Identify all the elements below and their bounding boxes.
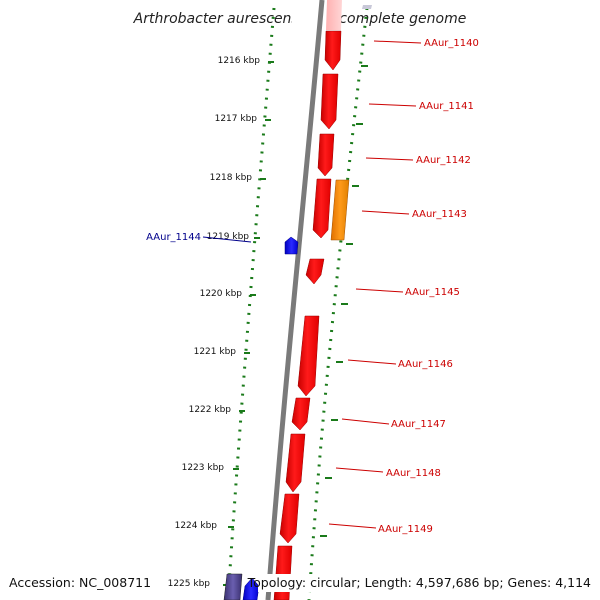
gene-aaur-1143-orange[interactable] xyxy=(330,179,350,241)
kbp-labels: 1216 kbp 1217 kbp 1218 kbp 1219 kbp 1220… xyxy=(168,56,261,589)
gene-aaur-1142[interactable] xyxy=(317,133,335,177)
gene-partial-grey-top[interactable] xyxy=(362,5,372,9)
gene-label-aaur-1146[interactable]: AAur_1146 xyxy=(398,359,453,370)
gene-partial-dark-bottom[interactable] xyxy=(223,573,243,600)
footer-accession-bg xyxy=(6,574,148,592)
gene-label-aaur-1143[interactable]: AAur_1143 xyxy=(412,209,467,220)
forward-strand-genes xyxy=(273,0,342,600)
gene-label-aaur-1148[interactable]: AAur_1148 xyxy=(386,468,441,479)
gene-label-aaur-1140[interactable]: AAur_1140 xyxy=(424,38,479,49)
gene-label-aaur-1141[interactable]: AAur_1141 xyxy=(419,101,474,112)
gene-labels: AAur_1140 AAur_1141 AAur_1142 AAur_1143 … xyxy=(146,38,479,535)
gene-partial-pink[interactable] xyxy=(326,0,342,30)
gene-partial-blue-bottom[interactable] xyxy=(242,577,260,600)
gene-aaur-1144[interactable] xyxy=(284,236,299,255)
gene-aaur-1143[interactable] xyxy=(312,178,332,239)
kbp-label: 1223 kbp xyxy=(182,463,225,473)
gene-aaur-1145[interactable] xyxy=(305,258,325,285)
inner-tick-ring xyxy=(226,7,276,600)
kbp-label: 1216 kbp xyxy=(218,56,261,66)
footer: Accession: NC_008711 Topology: circular;… xyxy=(6,574,594,592)
gene-aaur-1146[interactable] xyxy=(297,315,320,397)
footer-summary-bg xyxy=(258,574,594,592)
gene-aaur-1147[interactable] xyxy=(291,397,311,431)
label-connectors xyxy=(202,40,422,529)
gene-label-aaur-1144[interactable]: AAur_1144 xyxy=(146,232,201,243)
genome-summary: Topology: circular; Length: 4,597,686 bp… xyxy=(247,575,591,590)
outer-ticks xyxy=(320,65,368,537)
outer-tick-ring xyxy=(307,7,369,600)
gene-label-aaur-1145[interactable]: AAur_1145 xyxy=(405,287,460,298)
gene-label-aaur-1147[interactable]: AAur_1147 xyxy=(391,419,446,430)
gene-aaur-1141[interactable] xyxy=(320,73,339,130)
kbp-label: 1218 kbp xyxy=(210,173,253,183)
kbp-label: 1217 kbp xyxy=(215,114,258,124)
gene-aaur-1149[interactable] xyxy=(279,493,300,544)
gene-label-aaur-1142[interactable]: AAur_1142 xyxy=(416,155,471,166)
kbp-label: 1219 kbp xyxy=(207,232,250,242)
kbp-label: 1224 kbp xyxy=(175,521,218,531)
gene-label-aaur-1149[interactable]: AAur_1149 xyxy=(378,524,433,535)
kbp-label: 1225 kbp xyxy=(168,579,211,589)
kbp-label: 1220 kbp xyxy=(200,289,243,299)
kbp-label: 1222 kbp xyxy=(189,405,232,415)
genome-backbone xyxy=(265,0,325,600)
gene-aaur-1148[interactable] xyxy=(285,433,306,493)
accession-label: Accession: NC_008711 xyxy=(9,575,151,590)
kbp-label: 1221 kbp xyxy=(194,347,237,357)
gene-aaur-1140[interactable] xyxy=(324,30,342,71)
